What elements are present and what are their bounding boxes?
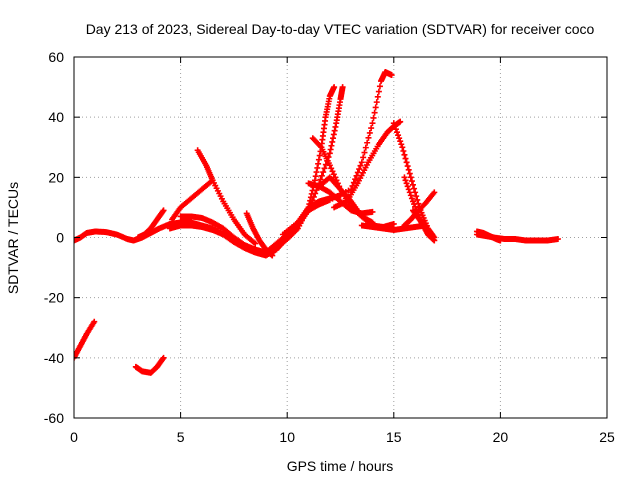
data-point-markers bbox=[169, 177, 216, 223]
ticks: 0 5 10 15 20 25 -60 -40 -20 0 20 40 60 bbox=[44, 49, 615, 445]
data-point-markers bbox=[243, 210, 276, 259]
series-track-15 bbox=[358, 222, 429, 233]
data-point-markers bbox=[132, 354, 167, 376]
y-tick-label: 60 bbox=[48, 49, 64, 65]
y-axis-label: SDTVAR / TECUs bbox=[5, 182, 21, 294]
data-point-markers bbox=[409, 207, 436, 238]
series-track-8 bbox=[166, 84, 338, 258]
x-tick-label: 25 bbox=[599, 429, 615, 445]
y-tick-label: 0 bbox=[56, 230, 64, 246]
series-track-3 bbox=[132, 354, 167, 376]
x-tick-label: 10 bbox=[279, 429, 295, 445]
data-point-markers bbox=[74, 318, 98, 361]
data-layer bbox=[74, 69, 561, 376]
series-track-21 bbox=[473, 228, 504, 244]
series-track-2 bbox=[74, 318, 98, 361]
chart-title: Day 213 of 2023, Sidereal Day-to-day VTE… bbox=[86, 21, 595, 37]
data-point-markers bbox=[358, 222, 429, 233]
series-track-6 bbox=[194, 147, 259, 247]
y-tick-label: -40 bbox=[44, 350, 64, 366]
series-track-19 bbox=[409, 207, 436, 238]
series-track-5 bbox=[169, 177, 216, 223]
x-tick-label: 5 bbox=[177, 429, 185, 445]
data-point-markers bbox=[473, 228, 504, 244]
x-tick-label: 20 bbox=[493, 429, 509, 445]
data-point-markers bbox=[134, 207, 167, 241]
x-axis-label: GPS time / hours bbox=[287, 458, 394, 474]
y-tick-label: -20 bbox=[44, 290, 64, 306]
x-tick-label: 0 bbox=[70, 429, 78, 445]
series-track-4 bbox=[134, 207, 167, 241]
y-tick-label: 40 bbox=[48, 109, 64, 125]
y-tick-label: -60 bbox=[44, 410, 64, 426]
data-point-markers bbox=[194, 147, 259, 247]
x-tick-label: 15 bbox=[386, 429, 402, 445]
y-tick-label: 20 bbox=[48, 169, 64, 185]
data-point-markers bbox=[166, 84, 338, 258]
series-track-9 bbox=[243, 210, 276, 259]
